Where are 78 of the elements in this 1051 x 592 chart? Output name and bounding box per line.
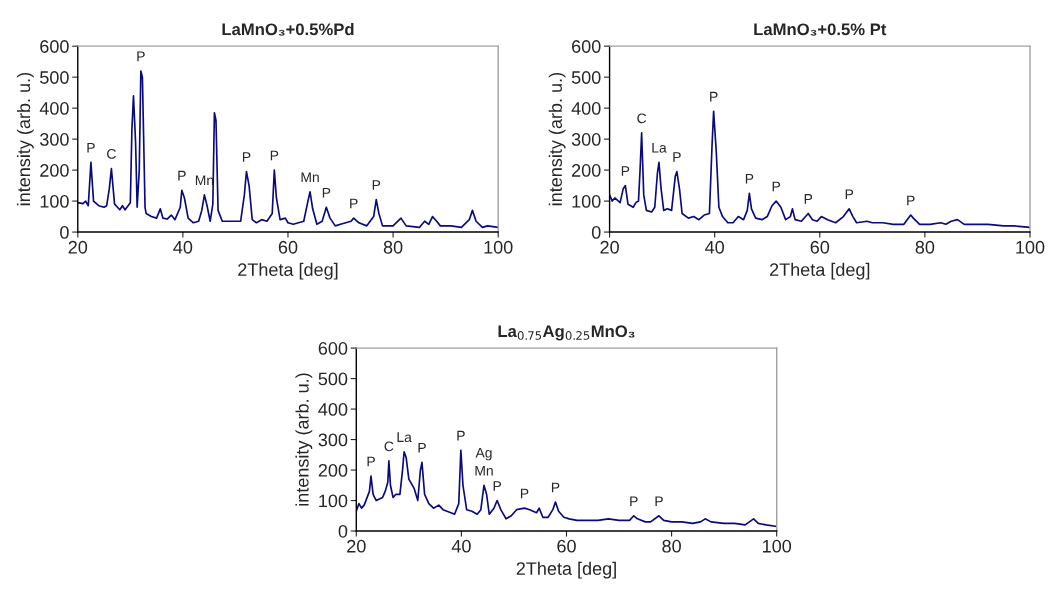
y-tick-label: 100 [572, 195, 601, 208]
annotation: P [845, 189, 854, 199]
annotation: P [907, 195, 915, 206]
annotation: P [745, 173, 754, 184]
y-tick-label: 400 [318, 403, 348, 416]
annotation: P [270, 150, 279, 161]
y-tick-label: 0 [591, 226, 601, 239]
annotation: C [107, 149, 116, 159]
annotation: P [710, 91, 718, 102]
x-tick-label: 60 [810, 240, 830, 254]
x-tick-label: 80 [383, 240, 403, 254]
x-tick-label: 80 [915, 240, 935, 254]
y-tick-label: 200 [572, 164, 601, 177]
annotation: C [637, 113, 647, 124]
x-tick-label: 60 [557, 539, 576, 553]
annotation: P [242, 152, 251, 162]
annotation: P [457, 430, 465, 441]
y-tick-label: 200 [318, 463, 348, 477]
x-tick-label: 40 [173, 240, 193, 254]
annotation: P [630, 496, 638, 506]
annotation: P [322, 187, 331, 198]
x-tick-label: 100 [484, 240, 513, 254]
y-tick-label: 600 [572, 40, 601, 53]
x-tick-label: 60 [278, 240, 298, 254]
annotation: P [418, 443, 426, 453]
annotation: P [493, 481, 502, 491]
y-tick-label: 600 [40, 40, 69, 53]
line-series [609, 110, 1030, 229]
annotation: P [367, 456, 375, 467]
chart-title: La$_{0.75}$Ag$_{0.25}$MnO₃ [498, 325, 635, 341]
y-axis-title: intensity (arb. u.) [16, 73, 34, 206]
y-tick-label: 500 [318, 372, 348, 386]
y-tick-label: 600 [318, 342, 348, 355]
annotation: P [137, 51, 145, 62]
x-axis-title: 2Theta [deg] [770, 262, 870, 280]
annotation: P [551, 482, 560, 493]
x-tick-label: 100 [1016, 240, 1045, 254]
annotation: P [520, 488, 529, 499]
annotation: La [397, 432, 412, 443]
x-tick-label: 20 [600, 240, 619, 254]
x-tick-label: 40 [705, 240, 725, 254]
y-tick-label: 500 [571, 71, 601, 84]
annotation: La [652, 142, 667, 153]
x-axis-title: 2Theta [deg] [238, 262, 338, 280]
x-tick-label: 20 [68, 240, 88, 254]
line-series [77, 70, 499, 229]
x-axis-title: 2Theta [deg] [516, 561, 616, 579]
y-axis-title: intensity (arb. u.) [548, 73, 566, 206]
y-axis-title: intensity (arb. u.) [295, 373, 313, 506]
y-tick-label: 300 [40, 133, 69, 146]
y-tick-label: 0 [60, 226, 69, 239]
annotation: P [350, 198, 358, 209]
annotation: C [384, 441, 394, 452]
y-tick-label: 400 [39, 102, 69, 115]
annotation: P [178, 170, 186, 181]
y-tick-label: 0 [338, 524, 348, 538]
y-tick-label: 300 [571, 133, 601, 146]
y-tick-label: 300 [318, 433, 348, 447]
chart-title: LaMnO₃+0.5%Pd [222, 22, 354, 36]
annotation: P [772, 181, 781, 192]
y-tick-label: 500 [40, 71, 69, 84]
x-tick-label: 20 [347, 539, 366, 553]
x-tick-label: 80 [662, 539, 681, 553]
annotation: P [655, 496, 663, 506]
y-tick-label: 100 [319, 494, 348, 508]
y-tick-label: 200 [40, 164, 69, 177]
annotation: Mn [301, 172, 319, 182]
x-tick-label: 40 [451, 539, 471, 553]
annotation: P [87, 142, 95, 153]
annotation: P [621, 166, 630, 176]
annotation: P [804, 194, 813, 204]
annotation: Ag Mn [475, 447, 493, 476]
chart-title: LaMnO₃+0.5% Pt [754, 23, 887, 36]
x-tick-label: 100 [763, 539, 792, 553]
annotation: P [372, 180, 381, 190]
y-tick-label: 100 [40, 195, 69, 208]
y-tick-label: 400 [571, 102, 601, 115]
annotation: P [673, 152, 681, 162]
